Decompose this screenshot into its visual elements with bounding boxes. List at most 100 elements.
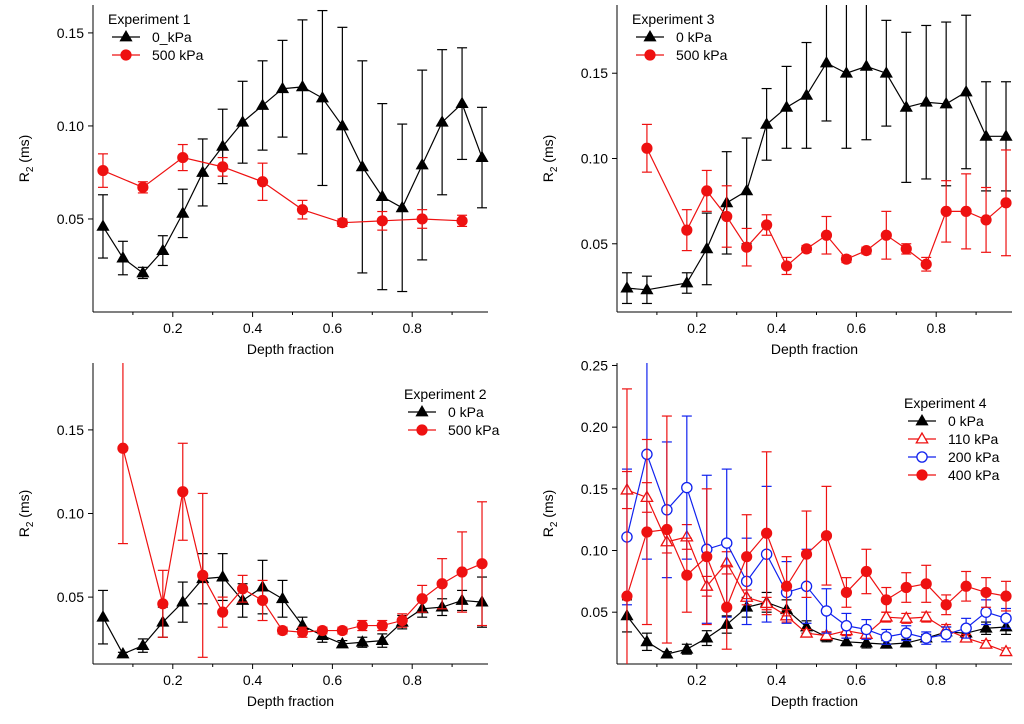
data-point — [276, 624, 289, 637]
data-point — [681, 569, 693, 581]
data-point — [780, 580, 793, 592]
legend-marker — [120, 49, 132, 61]
y-axis-title-sub: 2 — [549, 521, 560, 527]
legend-label: 110 kPa — [948, 431, 999, 447]
x-tick-label: 0.4 — [767, 672, 787, 688]
data-point — [700, 241, 714, 254]
y-axis-title: R2 (ms) — [540, 135, 560, 183]
legend-marker — [915, 431, 929, 444]
y-tick-label: 0.15 — [581, 65, 608, 81]
data-point — [799, 625, 814, 638]
y-tick-label: 0.25 — [581, 357, 608, 373]
y-axis-title-main: R — [16, 172, 32, 182]
y-axis-title-main: R — [540, 172, 556, 182]
data-point — [96, 610, 110, 622]
y-axis-title-sub: 2 — [25, 166, 36, 172]
data-point — [97, 164, 109, 177]
legend: Experiment 2 0 kPa 500 kPa — [404, 386, 500, 438]
data-point — [197, 569, 209, 581]
data-point — [136, 638, 150, 651]
chart-p2: 0.2 0.4 0.6 0.8 0.05 0.10 0.15 Depth fraction R2… — [540, 5, 1013, 357]
data-point — [760, 117, 774, 129]
data-point — [860, 245, 872, 257]
data-point — [940, 628, 952, 641]
data-point — [136, 265, 150, 278]
data-point — [999, 644, 1013, 657]
data-point — [396, 614, 408, 627]
legend-title: Experiment 3 — [632, 11, 715, 27]
legend-label: 0_kPa — [152, 29, 192, 45]
data-point — [839, 66, 853, 78]
data-point — [959, 84, 973, 97]
y-tick-label: 0.05 — [57, 211, 84, 227]
y-axis-title-unit: (ms) — [16, 135, 32, 167]
legend: Experiment 1 0_kPa 500 kPa — [108, 11, 204, 63]
data-point — [660, 647, 674, 659]
legend-title: Experiment 4 — [904, 395, 987, 411]
data-point — [880, 594, 892, 606]
data-point — [819, 628, 834, 641]
data-point — [979, 621, 993, 633]
data-point — [336, 624, 348, 637]
data-point — [1000, 590, 1012, 602]
y-tick-label: 0.05 — [57, 589, 84, 605]
data-point — [859, 59, 873, 71]
data-point — [237, 583, 249, 595]
data-point — [899, 611, 914, 623]
chart-p3: 0.2 0.4 0.6 0.8 0.05 0.10 0.15 Depth fraction R2… — [16, 363, 500, 709]
y-tick-label: 0.15 — [57, 25, 84, 41]
x-axis-title: Depth fraction — [771, 341, 858, 357]
data-point — [475, 150, 489, 162]
y-axis-title: R2 (ms) — [540, 490, 560, 538]
x-axis-title: Depth fraction — [771, 693, 858, 709]
legend-marker — [644, 49, 656, 61]
legend-label: 0 kPa — [948, 413, 984, 429]
data-point — [375, 633, 389, 645]
data-point — [296, 626, 309, 638]
data-point — [117, 442, 129, 454]
x-tick-label: 0.2 — [163, 672, 183, 688]
data-point — [476, 558, 488, 570]
series-p4-1 — [620, 470, 1013, 657]
data-point — [879, 609, 894, 622]
data-point — [859, 636, 873, 648]
data-point — [741, 551, 753, 563]
data-point — [456, 566, 468, 578]
data-point — [315, 91, 329, 103]
x-tick-label: 0.6 — [323, 320, 343, 336]
data-point — [661, 523, 673, 536]
data-point — [681, 224, 693, 236]
x-tick-label: 0.2 — [687, 320, 707, 336]
data-point — [376, 215, 388, 227]
series-p4-0 — [620, 591, 1013, 659]
data-point — [840, 586, 853, 599]
data-point — [860, 623, 873, 636]
y-axis-title: R2 (ms) — [16, 490, 36, 538]
data-point — [840, 253, 853, 265]
data-point — [919, 95, 933, 107]
data-point — [116, 646, 130, 659]
data-point — [435, 115, 449, 127]
legend-marker — [416, 424, 428, 436]
x-tick-label: 0.8 — [926, 672, 946, 688]
data-point — [940, 599, 952, 611]
data-point — [621, 590, 633, 602]
legend-label: 200 kPa — [948, 449, 1000, 465]
data-point — [940, 205, 952, 217]
data-point — [700, 631, 714, 643]
data-point — [336, 217, 348, 229]
legend: Experiment 4 0 kPa 110 kPa 200 kPa 400 kPa — [904, 395, 1000, 483]
legend-label: 500 kPa — [448, 422, 500, 438]
legend-marker — [415, 404, 429, 417]
data-point — [820, 229, 833, 241]
y-tick-label: 0.15 — [57, 422, 84, 438]
data-point — [640, 634, 654, 647]
series-p1-1 — [97, 143, 468, 231]
y-axis-title-unit: (ms) — [540, 135, 556, 167]
data-point — [980, 586, 992, 599]
data-point — [800, 548, 813, 560]
y-tick-label: 0.10 — [581, 151, 608, 167]
y-axis-title: R2 (ms) — [16, 135, 36, 183]
x-tick-label: 0.8 — [926, 320, 946, 336]
data-point — [217, 606, 229, 618]
